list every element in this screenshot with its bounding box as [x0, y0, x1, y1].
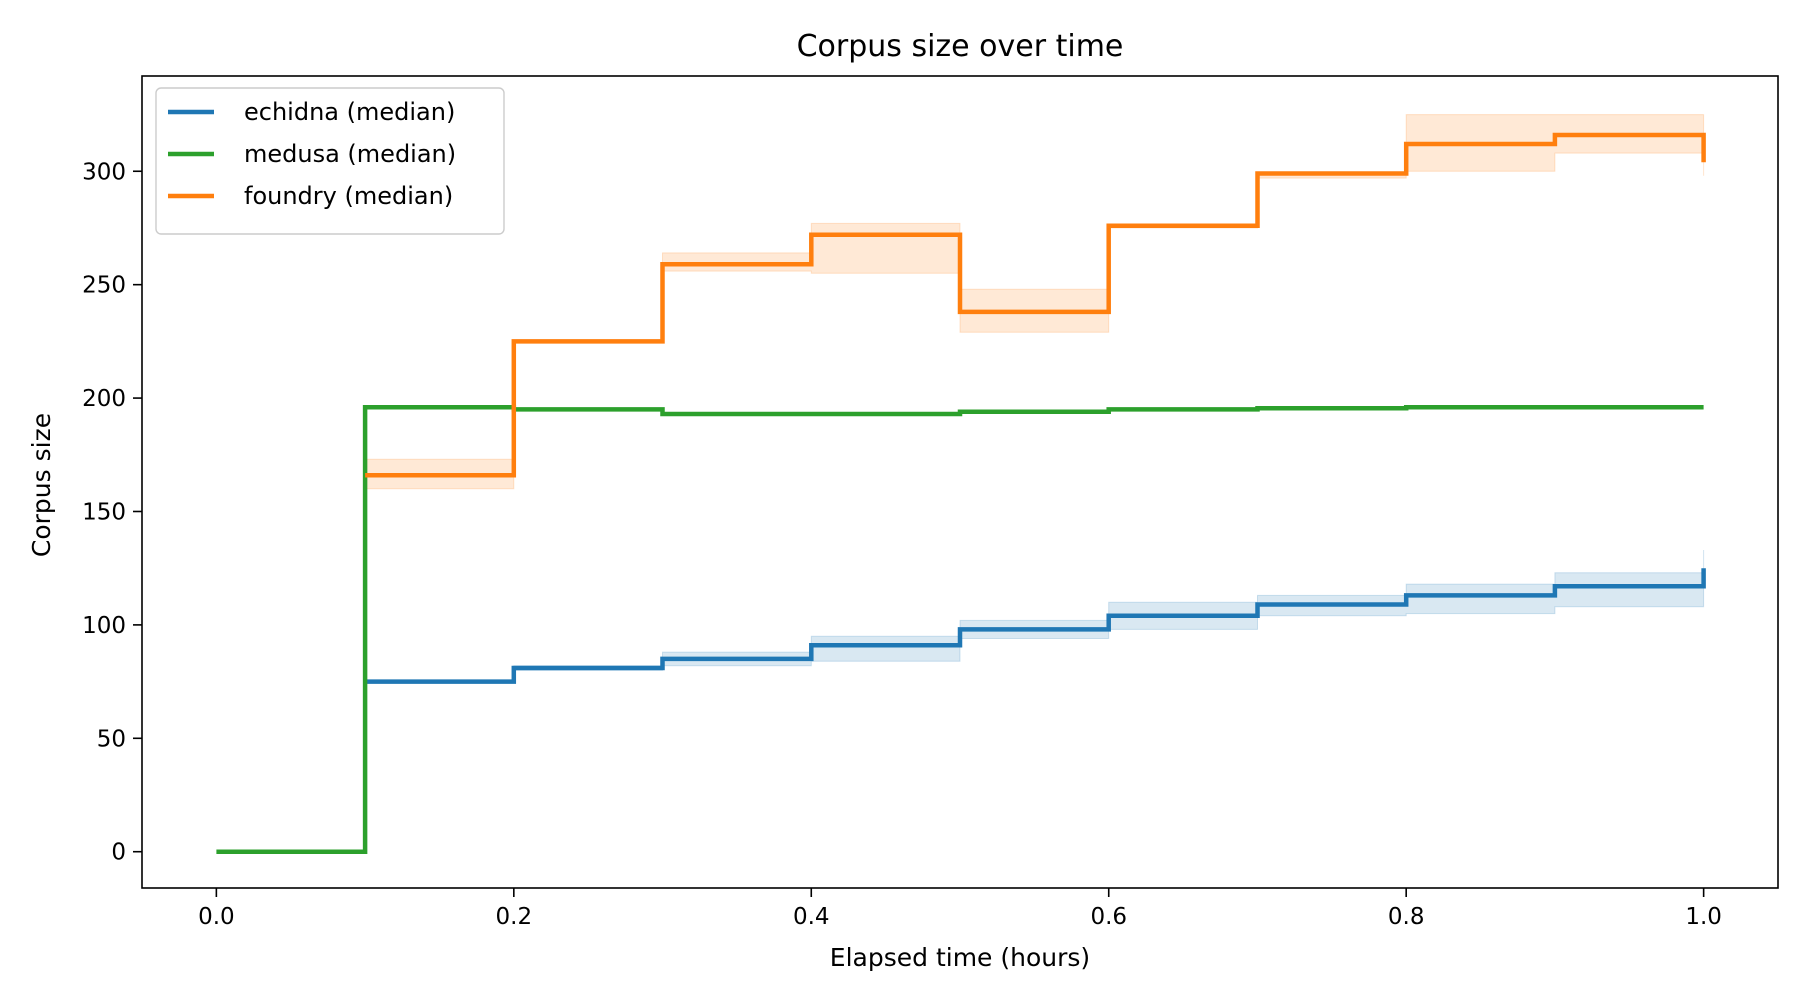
legend-label: echidna (median) — [244, 98, 455, 126]
y-axis-label: Corpus size — [27, 413, 56, 557]
x-tick-label: 0.6 — [1090, 904, 1127, 930]
x-tick-label: 0.4 — [793, 904, 830, 930]
legend-label: foundry (median) — [244, 182, 453, 210]
x-tick-label: 0.0 — [198, 904, 235, 930]
legend-box — [155, 87, 505, 235]
chart-title: Corpus size over time — [797, 29, 1124, 64]
y-tick-label: 300 — [82, 159, 126, 185]
x-tick-label: 1.0 — [1685, 904, 1722, 930]
series-line — [216, 404, 1704, 854]
x-tick-label: 0.2 — [496, 904, 533, 930]
y-tick-label: 200 — [82, 386, 126, 412]
legend-label: medusa (median) — [244, 140, 456, 168]
series-line — [365, 568, 1706, 684]
series-lines — [216, 132, 1706, 854]
x-axis: 0.0 0.2 0.4 0.6 0.8 1.0 — [198, 888, 1722, 930]
y-tick-label: 150 — [82, 499, 126, 525]
legend: echidna (median) medusa (median) foundry (… — [155, 87, 505, 235]
series-line — [365, 132, 1706, 478]
y-tick-label: 50 — [97, 726, 126, 752]
y-tick-label: 100 — [82, 613, 126, 639]
x-tick-label: 0.8 — [1388, 904, 1425, 930]
y-tick-label: 0 — [111, 840, 126, 866]
y-tick-label: 250 — [82, 273, 126, 299]
plot-frame — [141, 75, 1779, 889]
x-axis-label: Elapsed time (hours) — [830, 943, 1090, 972]
y-axis: 0 50 100 150 200 250 300 — [82, 159, 142, 866]
